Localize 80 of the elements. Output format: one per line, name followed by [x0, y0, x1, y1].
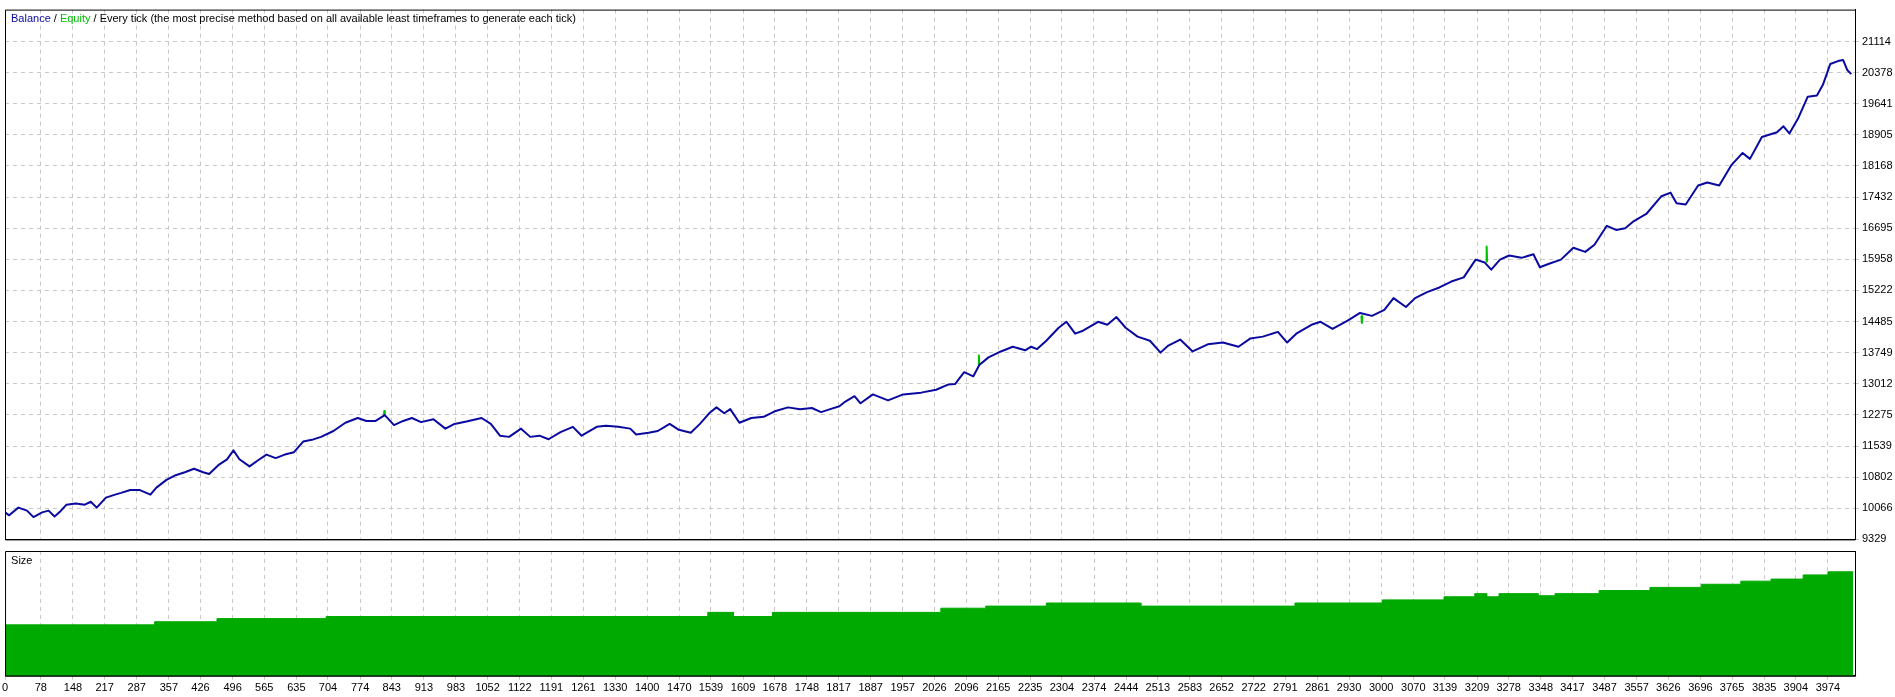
x-tick-label: 1609 — [730, 681, 756, 694]
chart-title: Size — [11, 553, 33, 566]
x-tick-label: 3696 — [1688, 681, 1713, 694]
y-tick-label: 9329 — [1862, 532, 1887, 545]
x-tick-label: 3139 — [1432, 681, 1458, 694]
x-tick-label: 1470 — [667, 681, 692, 694]
x-tick-label: 1330 — [602, 681, 628, 694]
y-tick-label: 20378 — [1862, 65, 1893, 78]
y-tick-label: 15222 — [1862, 283, 1893, 296]
y-tick-label: 14485 — [1862, 314, 1893, 327]
x-tick-label: 2374 — [1081, 681, 1107, 694]
x-tick-label: 2861 — [1305, 681, 1330, 694]
y-tick-label: 17432 — [1862, 190, 1893, 203]
x-tick-label: 3904 — [1783, 681, 1809, 694]
y-tick-label: 21114 — [1862, 34, 1891, 47]
x-tick-label: 635 — [287, 681, 306, 694]
y-tick-label: 10802 — [1862, 470, 1893, 483]
x-tick-label: 1400 — [635, 681, 660, 694]
x-tick-label: 1887 — [858, 681, 883, 694]
x-tick-label: 1748 — [794, 681, 820, 694]
x-tick-label: 3209 — [1464, 681, 1490, 694]
x-tick-label: 357 — [159, 681, 178, 694]
x-tick-label: 3835 — [1751, 681, 1777, 694]
x-tick-label: 3070 — [1401, 681, 1426, 694]
y-tick-label: 13012 — [1862, 376, 1893, 389]
x-tick-label: 2583 — [1177, 681, 1203, 694]
x-tick-label: 2304 — [1049, 681, 1075, 694]
text: Equity — [59, 12, 91, 25]
x-tick-label: 2235 — [1018, 681, 1043, 694]
x-tick-label: 1678 — [762, 681, 787, 694]
x-tick-label: 2513 — [1145, 681, 1171, 694]
y-tick-label: 16695 — [1862, 221, 1893, 234]
x-tick-label: 704 — [318, 681, 338, 694]
x-tick-label: 1261 — [571, 681, 596, 694]
x-tick-label: 1122 — [507, 681, 532, 694]
x-tick-label: 2026 — [922, 681, 947, 694]
y-tick-label: 18168 — [1862, 159, 1893, 172]
x-tick-label: 2791 — [1273, 681, 1298, 694]
x-tick-label: 148 — [63, 681, 83, 694]
x-tick-label: 3000 — [1368, 681, 1394, 694]
y-tick-label: 18905 — [1862, 127, 1893, 140]
x-tick-label: 1191 — [539, 681, 564, 694]
x-tick-label: 3765 — [1719, 681, 1745, 694]
x-tick-label: 3348 — [1528, 681, 1554, 694]
y-tick-label: 10066 — [1862, 501, 1893, 514]
x-tick-label: 3487 — [1592, 681, 1617, 694]
x-tick-label: 1957 — [890, 681, 915, 694]
x-tick-label: 3417 — [1560, 681, 1585, 694]
y-tick-label: 15958 — [1862, 252, 1893, 265]
x-tick-label: 983 — [446, 681, 466, 694]
x-tick-label: 1539 — [698, 681, 724, 694]
x-tick-label: 287 — [127, 681, 146, 694]
x-tick-label: 1052 — [475, 681, 500, 694]
y-tick-label: 13749 — [1862, 345, 1893, 358]
text: Balance — [11, 12, 51, 25]
x-tick-label: 2165 — [985, 681, 1011, 694]
chart-title: / Every tick (the most precise method based on all available least timeframes to generate each tick) — [93, 12, 576, 25]
x-tick-label: 2096 — [954, 681, 979, 694]
y-tick-label: 12275 — [1862, 407, 1893, 420]
x-tick-label: 3974 — [1815, 681, 1841, 694]
x-tick-label: 3626 — [1656, 681, 1681, 694]
x-tick-label: 426 — [191, 681, 210, 694]
x-tick-label: 1817 — [826, 681, 851, 694]
x-tick-label: 774 — [350, 681, 370, 694]
x-tick-label: 2930 — [1336, 681, 1362, 694]
x-tick-label: 565 — [255, 681, 274, 694]
x-tick-label: 3557 — [1624, 681, 1649, 694]
x-tick-label: 2652 — [1209, 681, 1234, 694]
x-tick-label: 2722 — [1241, 681, 1266, 694]
y-tick-label: 11539 — [1862, 439, 1892, 452]
x-tick-label: 78 — [34, 681, 47, 694]
x-tick-label: 3278 — [1496, 681, 1521, 694]
y-tick-label: 19641 — [1862, 96, 1893, 109]
x-tick-label: 496 — [223, 681, 242, 694]
x-tick-label: 217 — [95, 681, 114, 694]
x-tick-label: 2444 — [1113, 681, 1139, 694]
x-tick-label: 0 — [2, 681, 9, 694]
x-tick-label: 913 — [414, 681, 434, 694]
x-tick-label: 843 — [382, 681, 401, 694]
annotation: / — [50, 12, 60, 25]
